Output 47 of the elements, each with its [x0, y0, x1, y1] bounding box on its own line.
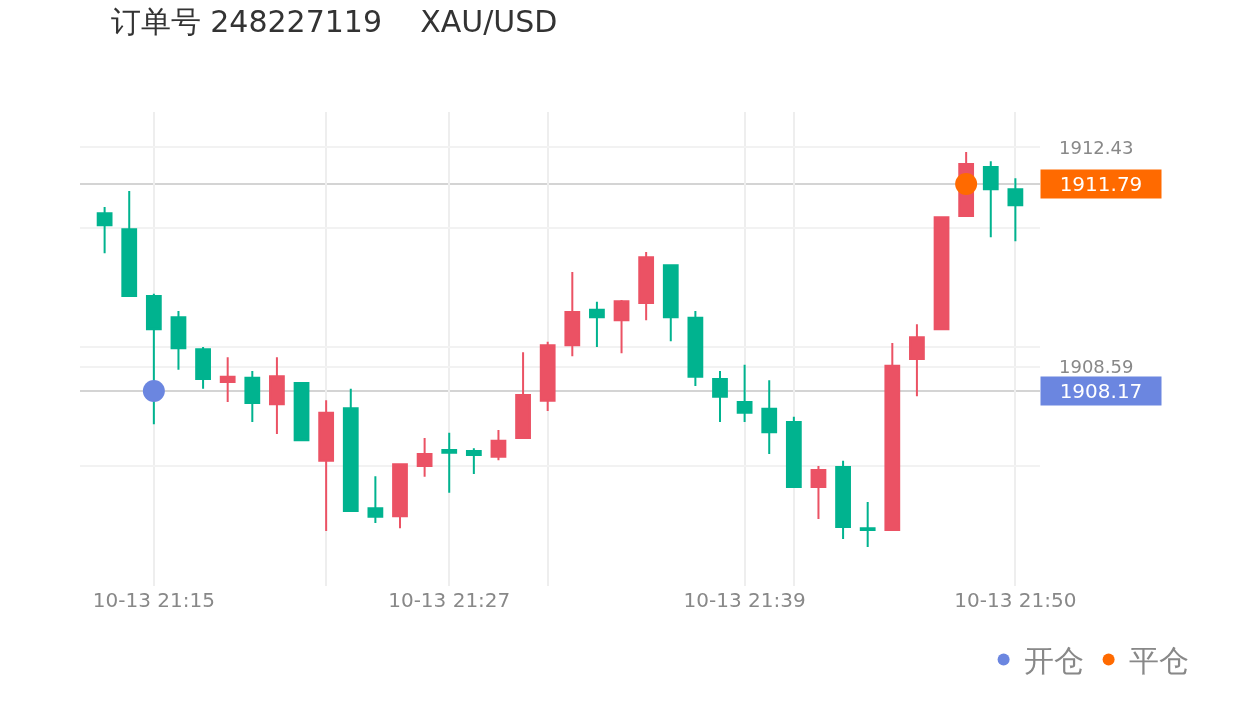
candlestick — [195, 346, 211, 390]
ref-line-label: 1911.79 — [1059, 172, 1143, 196]
candlestick — [367, 475, 384, 525]
candlestick — [884, 342, 901, 531]
y-tick-label: 1908.59 — [1059, 356, 1134, 378]
x-tick-label: 10-13 21:27 — [388, 588, 511, 612]
candlestick — [933, 216, 950, 331]
x-tick-label: 10-13 21:39 — [683, 588, 806, 612]
candlestick — [909, 323, 925, 398]
candlestick — [564, 271, 581, 358]
candlestick — [785, 415, 802, 489]
y-tick-label: 1912.43 — [1059, 136, 1134, 158]
candlestick — [982, 160, 999, 239]
candlestick — [736, 363, 753, 423]
candlestick — [170, 309, 187, 371]
x-tick-label: 10-13 21:15 — [92, 588, 215, 612]
x-tick-label: 10-13 21:50 — [954, 588, 1077, 612]
candlestick — [96, 205, 113, 255]
candlestick — [859, 500, 876, 549]
candlestick — [589, 300, 605, 348]
chart-title: 订单号 248227119 XAU/USD — [110, 3, 558, 39]
ref-line-label: 1908.17 — [1059, 379, 1143, 403]
candlestick — [1007, 177, 1024, 243]
candlestick — [318, 399, 335, 533]
candlestick — [761, 379, 778, 455]
candlestick — [687, 309, 704, 387]
candlestick — [662, 264, 679, 343]
legend-label: 平仓 — [1128, 643, 1189, 679]
candlestick — [465, 447, 482, 475]
candlestick — [416, 436, 433, 478]
candlestick — [342, 387, 359, 513]
candlestick — [121, 189, 138, 298]
candlestick — [613, 299, 630, 355]
candlestick — [638, 251, 655, 322]
candlestick — [712, 370, 728, 423]
candlestick — [490, 428, 507, 462]
candlestick — [539, 340, 556, 413]
candlestick — [515, 351, 531, 439]
candlestick — [810, 464, 827, 521]
candlestick — [293, 382, 310, 442]
candlestick — [441, 431, 458, 494]
candlestick — [392, 463, 408, 530]
candlestick — [219, 356, 236, 403]
candlestick — [835, 459, 851, 541]
candlestick — [244, 370, 261, 423]
legend-label: 开仓 — [1023, 643, 1084, 679]
candlestick — [269, 356, 285, 435]
